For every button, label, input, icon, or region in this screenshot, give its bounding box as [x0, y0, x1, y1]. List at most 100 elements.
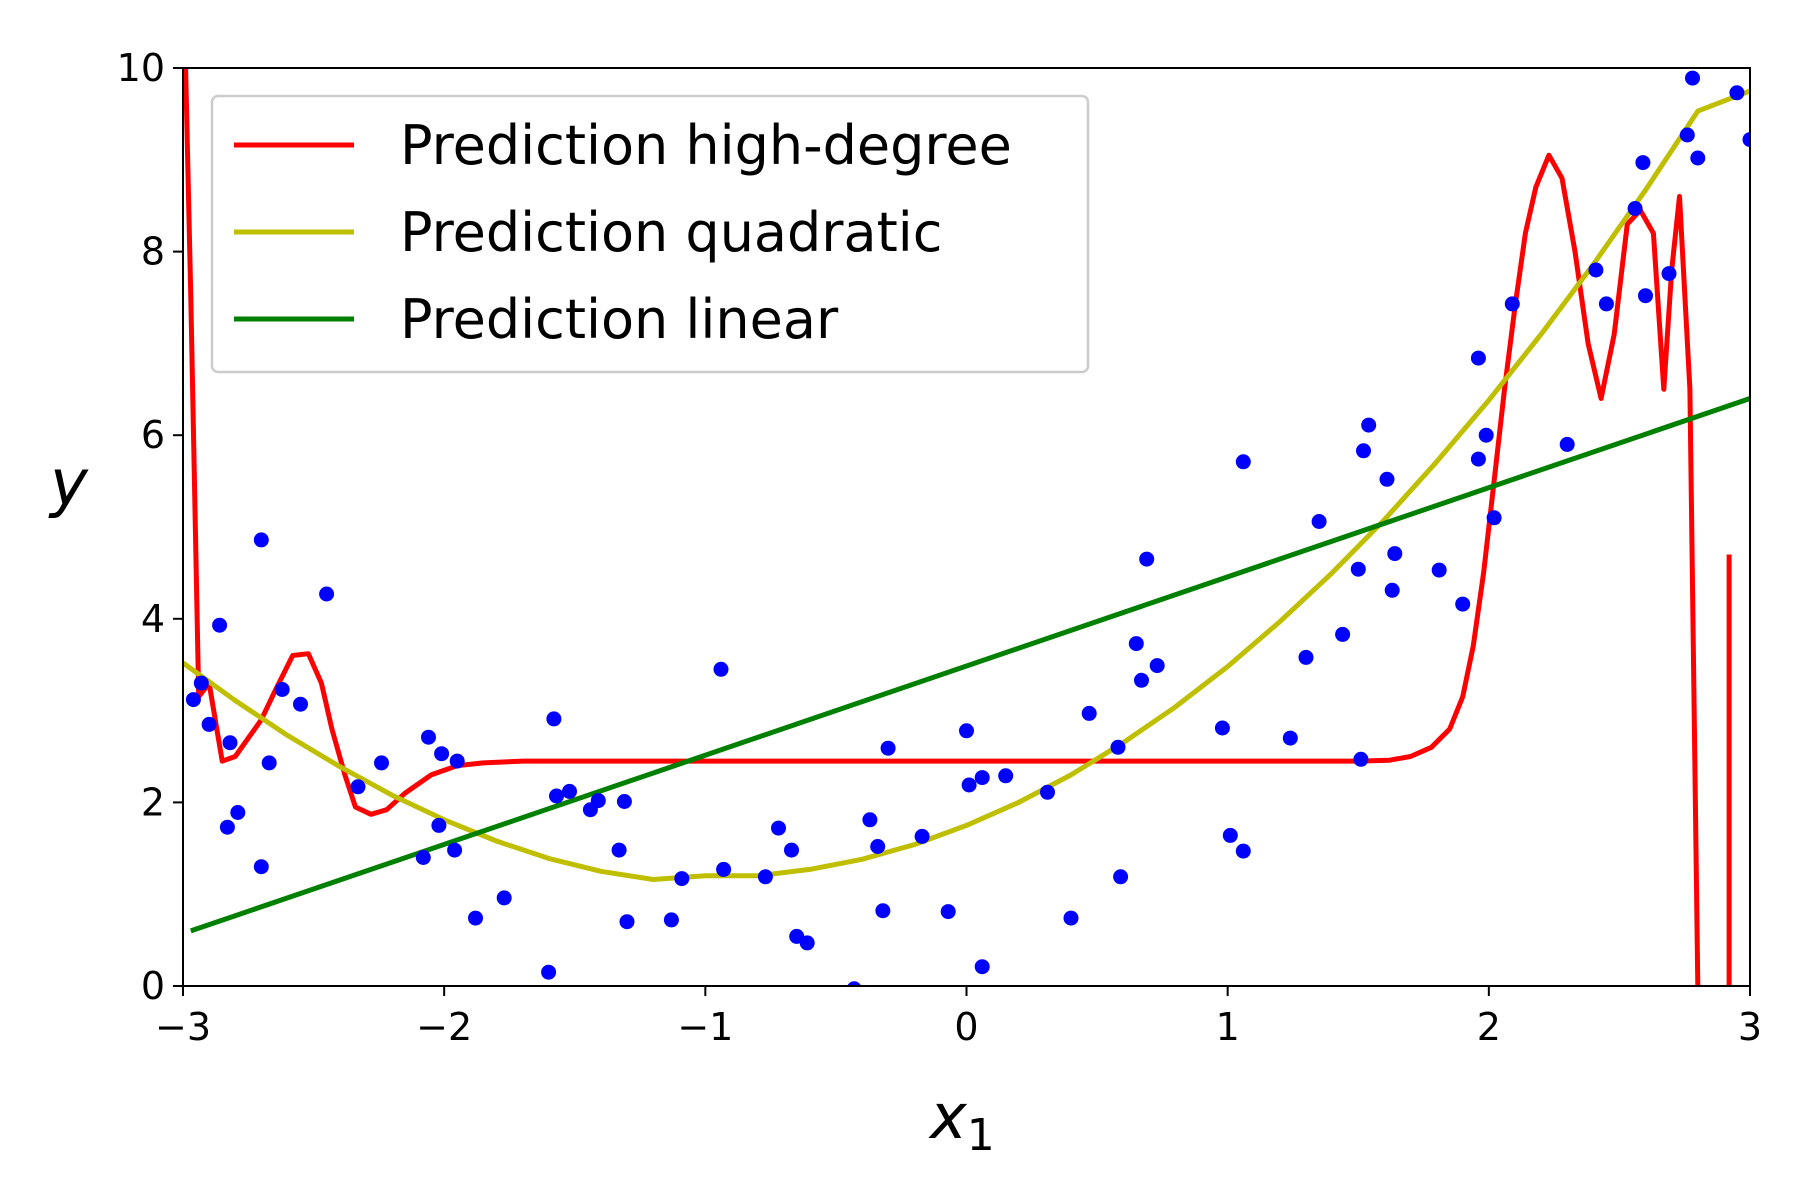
scatter-point [674, 871, 690, 887]
scatter-point [549, 788, 564, 804]
x-axis-label-main: x [928, 1080, 968, 1153]
scatter-point [1387, 546, 1403, 562]
scatter-point [1235, 843, 1251, 859]
scatter-point [1384, 582, 1400, 598]
scatter-point [1504, 296, 1520, 312]
scatter-point [1222, 827, 1238, 843]
y-tick-label: 2 [141, 780, 165, 824]
scatter-point [431, 817, 447, 833]
x-tick-label: 3 [1738, 1005, 1762, 1049]
scatter-point [713, 661, 729, 677]
x-tick-label: 2 [1477, 1005, 1501, 1049]
y-tick-label: 8 [141, 230, 165, 274]
x-tick-label: 0 [954, 1005, 978, 1049]
scatter-point [212, 617, 228, 633]
scatter-point [914, 828, 930, 844]
scatter-point [1335, 626, 1351, 642]
scatter-point [1679, 127, 1695, 143]
scatter-point [1455, 596, 1471, 612]
scatter-point [1149, 658, 1165, 674]
scatter-point [1635, 155, 1651, 171]
scatter-point [959, 723, 974, 739]
scatter-point [1214, 720, 1230, 736]
scatter-point [663, 912, 679, 928]
scatter-point [757, 869, 773, 885]
scatter-point [350, 779, 366, 795]
scatter-point [1470, 451, 1486, 467]
scatter-point [253, 859, 269, 875]
scatter-point [1282, 730, 1298, 746]
scatter-point [293, 696, 308, 712]
scatter-point [1729, 85, 1745, 101]
scatter-point [496, 890, 512, 906]
scatter-point [716, 861, 732, 877]
scatter-point [219, 819, 235, 835]
scatter-point [230, 805, 246, 820]
x-tick-label: 1 [1216, 1005, 1240, 1049]
scatter-point [1110, 739, 1126, 755]
scatter-point [1040, 784, 1055, 800]
scatter-point [1685, 70, 1700, 86]
scatter-point [974, 770, 990, 786]
series-line-3 [189, 396, 1750, 934]
scatter-point [193, 675, 209, 691]
x-axis-label-subscript: 1 [967, 1110, 995, 1161]
scatter-point [784, 842, 799, 858]
scatter-point [1063, 910, 1079, 926]
scatter-point [434, 746, 450, 762]
scatter-point [1134, 672, 1149, 688]
legend-label: Prediction quadratic [400, 201, 942, 264]
scatter-point [1690, 150, 1706, 166]
scatter-point [1638, 288, 1653, 304]
scatter-point [998, 768, 1014, 784]
scatter-point [974, 959, 990, 975]
axes-layer: −3 −2 −1 0 1 2 3 0 2 4 6 8 10 [117, 46, 1762, 1049]
scatter-point [619, 914, 635, 930]
scatter-point [319, 586, 335, 602]
scatter-point [1379, 471, 1395, 487]
scatter-point [1431, 562, 1447, 578]
legend-label: Prediction linear [400, 288, 839, 351]
scatter-point [222, 735, 238, 751]
series-layer [183, 68, 1750, 986]
legend-box [210, 94, 1090, 374]
x-axis-label: x1 [928, 1080, 995, 1161]
scatter-point [1559, 436, 1575, 452]
scatter-point [862, 812, 878, 828]
scatter-point [1311, 514, 1327, 529]
scatter-point [1139, 551, 1155, 567]
scatter-point [799, 935, 815, 951]
scatter-point [940, 904, 956, 920]
scatter-point [771, 820, 786, 836]
scatter-point [880, 740, 896, 756]
scatter-point [541, 964, 557, 980]
scatter-point [546, 711, 562, 727]
y-tick-label: 6 [141, 413, 165, 457]
scatter-point [421, 729, 436, 745]
scatter-point [875, 903, 891, 919]
scatter-point [1356, 443, 1371, 459]
scatter-point [1361, 417, 1377, 433]
legend-label: Prediction high-degree [400, 114, 1012, 177]
scatter-point [616, 794, 632, 809]
y-axis-label: y [48, 447, 89, 521]
scatter-point [1661, 266, 1677, 282]
scatter-point [1742, 132, 1750, 148]
scatter-point [1235, 454, 1251, 470]
scatter-point [590, 793, 606, 809]
scatter-point [1113, 869, 1129, 885]
scatter-point [1298, 649, 1314, 665]
scatter-point [562, 783, 577, 799]
legend: Prediction high-degree Prediction quadrat… [210, 94, 1090, 374]
x-tick-label: −2 [416, 1005, 472, 1049]
scatter-point [447, 842, 463, 858]
scatter-point [1470, 350, 1486, 366]
scatter-point [201, 716, 217, 732]
scatter-point [274, 682, 290, 697]
x-tick-label: −3 [155, 1005, 211, 1049]
scatter-point [1598, 296, 1614, 312]
scatter-point [1486, 510, 1502, 526]
scatter-point [611, 842, 627, 858]
series-line-2 [183, 88, 1750, 882]
